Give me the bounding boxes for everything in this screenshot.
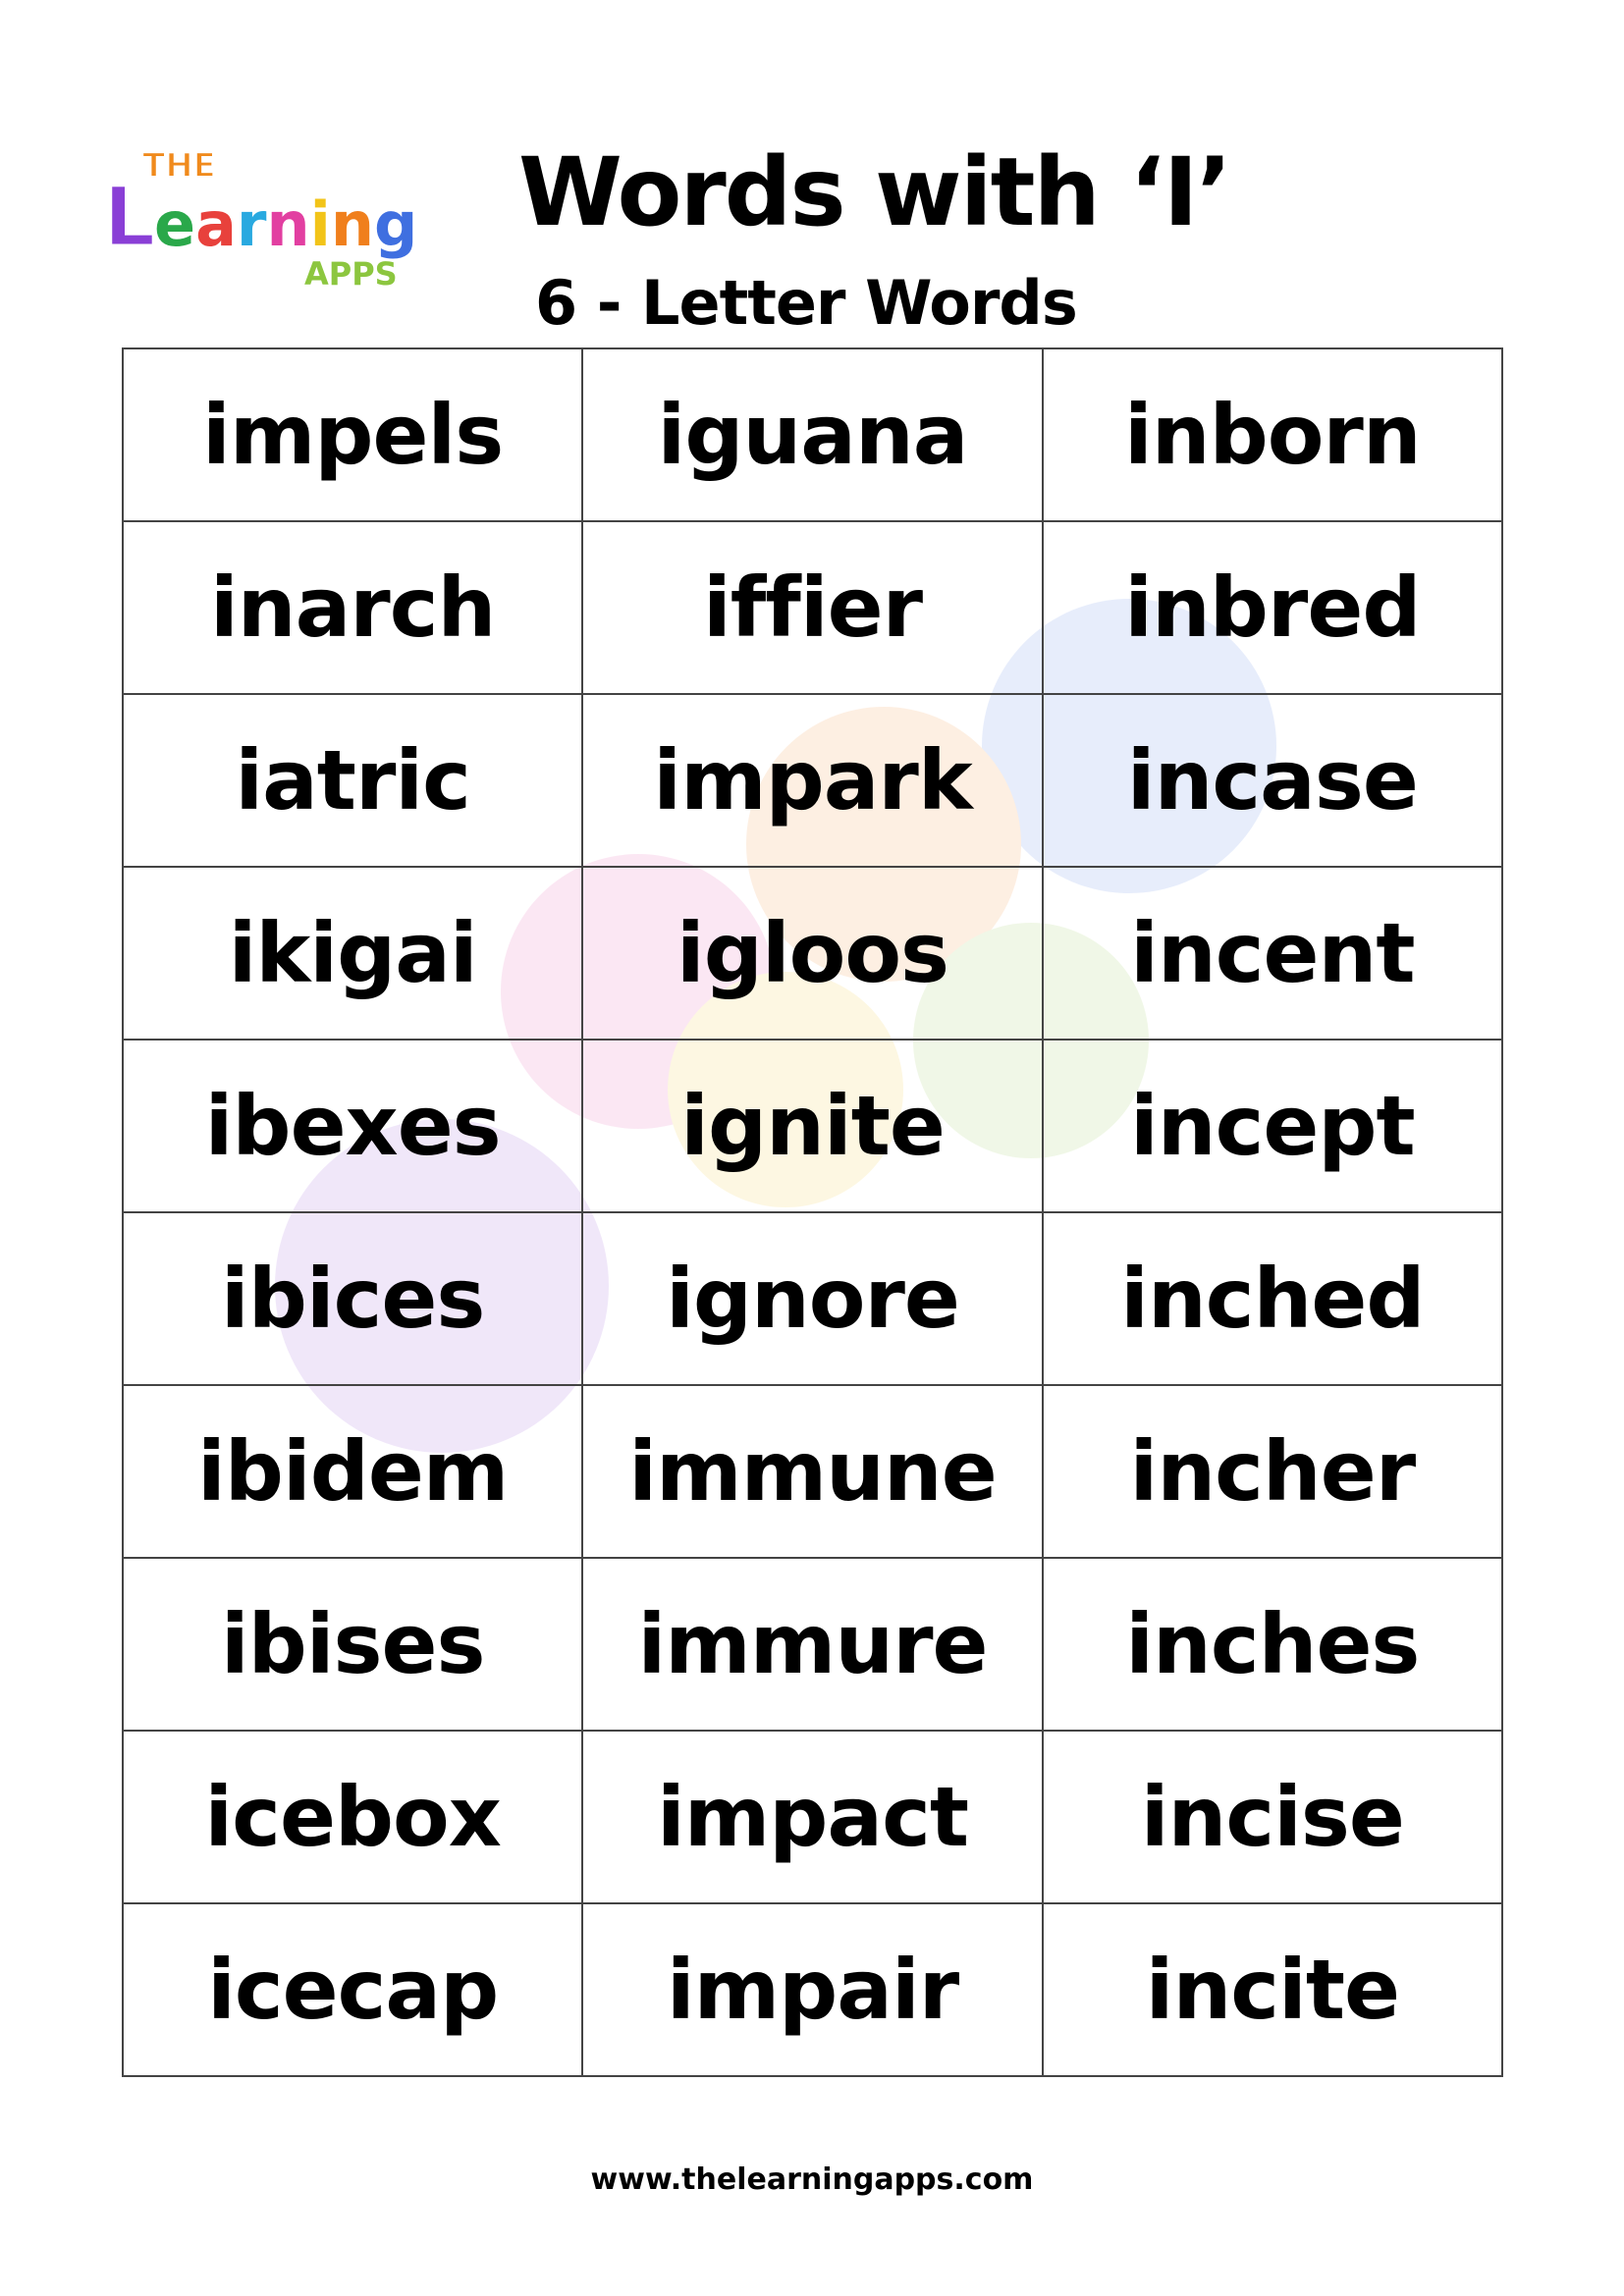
word-cell: incase bbox=[1041, 693, 1504, 868]
table-row: ibises immure inches bbox=[121, 1557, 1504, 1732]
word-cell: incise bbox=[1041, 1730, 1504, 1904]
word-cell: ignore bbox=[581, 1211, 1044, 1386]
word-cell: inched bbox=[1041, 1211, 1504, 1386]
word-cell: immure bbox=[581, 1557, 1044, 1732]
svg-text:earning: earning bbox=[154, 188, 417, 260]
word-table: impels iguana inborn inarch iffier inbred iatr… bbox=[121, 347, 1504, 2077]
table-row: ibidem immune incher bbox=[121, 1384, 1504, 1559]
word-cell: impels bbox=[121, 347, 584, 522]
word-cell: ibises bbox=[121, 1557, 584, 1732]
page-subtitle: 6 - Letter Words bbox=[535, 267, 1078, 339]
word-cell: ignite bbox=[581, 1039, 1044, 1213]
table-row: iatric impark incase bbox=[121, 693, 1504, 868]
page-title: Words with ‘I’ bbox=[518, 137, 1232, 247]
word-cell: incent bbox=[1041, 866, 1504, 1041]
word-cell: ibices bbox=[121, 1211, 584, 1386]
table-row: ikigai igloos incent bbox=[121, 866, 1504, 1041]
word-cell: ikigai bbox=[121, 866, 584, 1041]
word-cell: impair bbox=[581, 1902, 1044, 2077]
table-row: impels iguana inborn bbox=[121, 347, 1504, 522]
word-cell: immune bbox=[581, 1384, 1044, 1559]
word-cell: impark bbox=[581, 693, 1044, 868]
word-cell: incher bbox=[1041, 1384, 1504, 1559]
word-cell: icecap bbox=[121, 1902, 584, 2077]
table-row: icebox impact incise bbox=[121, 1730, 1504, 1904]
table-row: ibexes ignite incept bbox=[121, 1039, 1504, 1213]
word-cell: inborn bbox=[1041, 347, 1504, 522]
footer-url: www.thelearningapps.com bbox=[590, 2163, 1034, 2197]
svg-text:L: L bbox=[103, 169, 156, 265]
word-cell: incept bbox=[1041, 1039, 1504, 1213]
the-learning-apps-logo: THE L earning APPS bbox=[103, 145, 417, 293]
word-cell: iguana bbox=[581, 347, 1044, 522]
word-cell: inbred bbox=[1041, 520, 1504, 695]
table-row: ibices ignore inched bbox=[121, 1211, 1504, 1386]
word-cell: icebox bbox=[121, 1730, 584, 1904]
table-row: icecap impair incite bbox=[121, 1902, 1504, 2077]
table-row: inarch iffier inbred bbox=[121, 520, 1504, 695]
word-cell: iatric bbox=[121, 693, 584, 868]
word-cell: igloos bbox=[581, 866, 1044, 1041]
word-cell: inches bbox=[1041, 1557, 1504, 1732]
word-cell: ibidem bbox=[121, 1384, 584, 1559]
word-cell: inarch bbox=[121, 520, 584, 695]
word-cell: ibexes bbox=[121, 1039, 584, 1213]
svg-text:THE: THE bbox=[142, 146, 216, 186]
word-cell: iffier bbox=[581, 520, 1044, 695]
word-cell: incite bbox=[1041, 1902, 1504, 2077]
svg-text:APPS: APPS bbox=[304, 255, 398, 293]
word-cell: impact bbox=[581, 1730, 1044, 1904]
